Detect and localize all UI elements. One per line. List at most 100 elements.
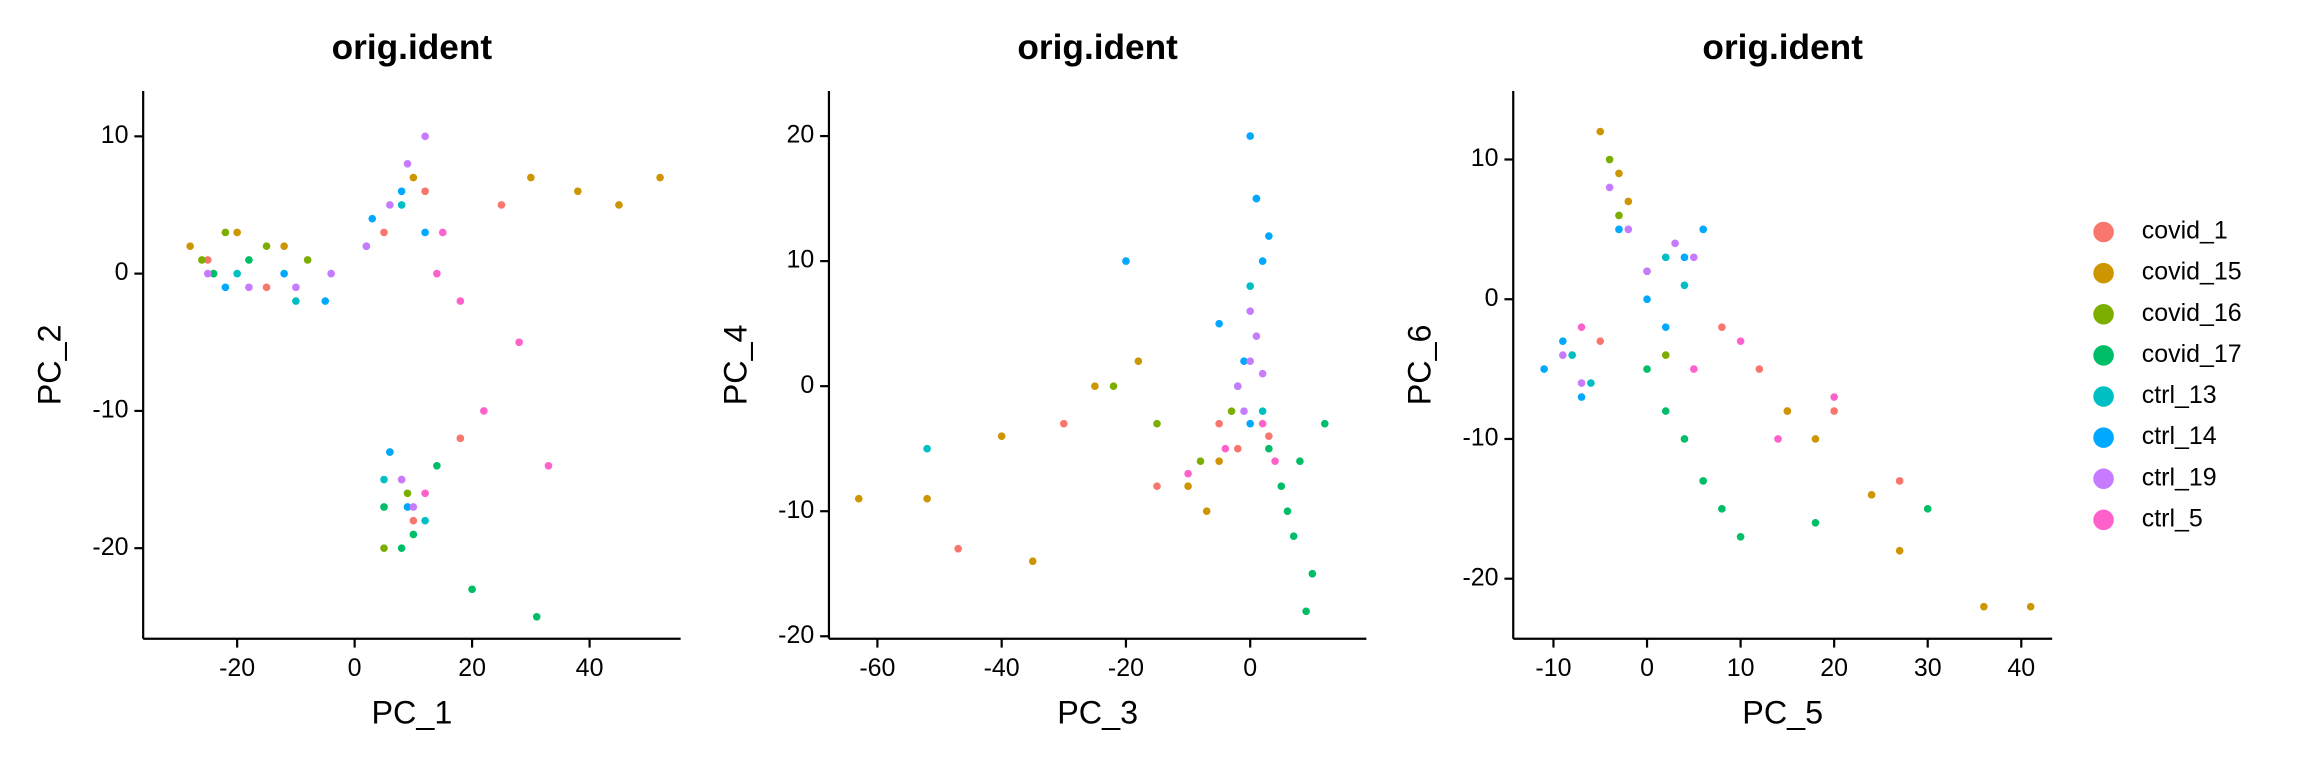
data-point [233,269,241,278]
legend-key [2093,509,2114,531]
data-point [438,228,447,237]
y-axis-label: PC_2 [32,325,68,406]
y-tick-label: 10 [786,246,814,274]
data-point [1258,257,1267,265]
legend-label: covid_1 [2142,217,2228,245]
x-tick-label: 40 [2007,654,2035,682]
data-point [1689,365,1698,373]
data-point [1755,365,1764,373]
data-point [1923,505,1932,513]
data-point [1736,337,1745,345]
data-point [386,448,394,456]
data-point [280,242,288,250]
x-tick-label: -10 [1535,654,1571,682]
data-point [1596,127,1605,136]
x-tick-label: -20 [219,654,255,682]
data-point [409,503,418,511]
data-point [1699,477,1707,485]
data-point [1246,357,1255,365]
data-point [1109,382,1118,390]
data-point [544,461,553,470]
data-point [1624,197,1633,206]
data-point [1277,482,1286,491]
data-point [1615,169,1623,178]
data-point [1308,569,1317,578]
data-point [1867,491,1876,499]
data-point [1559,337,1567,345]
data-point [1661,407,1670,415]
data-point [1587,379,1595,387]
data-point [1233,382,1242,390]
x-tick-label: 40 [576,654,604,682]
data-point [1233,444,1242,453]
data-point [245,256,253,264]
data-point [1680,435,1689,443]
data-point [421,516,429,525]
legend-label: covid_17 [2142,340,2242,368]
data-point [292,297,300,305]
data-point [262,283,271,292]
data-point [1689,253,1698,262]
data-point [1661,351,1670,359]
data-point [532,612,541,621]
legend-key [2093,262,2114,284]
data-point [380,228,388,237]
data-point [1215,457,1223,466]
data-point [1540,365,1548,373]
data-point [1605,155,1614,164]
y-tick-label: -20 [1462,563,1498,591]
data-point [1059,419,1068,428]
data-point [1895,477,1904,485]
data-point [1246,282,1255,290]
data-point [409,173,418,182]
y-tick-label: -10 [1462,424,1498,452]
y-tick-label: -10 [92,395,128,423]
data-point [397,475,406,484]
data-point [1184,482,1192,491]
data-point [221,283,230,292]
data-point [368,214,377,223]
data-point [1240,357,1248,365]
data-point [1296,457,1304,466]
data-point [1252,194,1261,203]
data-point [456,434,465,443]
data-point [1699,225,1707,234]
data-point [409,516,418,525]
data-point [1615,211,1623,220]
data-point [1615,225,1623,234]
data-point [1184,469,1192,478]
x-axis-label: PC_5 [1742,695,1823,731]
data-point [403,503,412,511]
data-point [1320,419,1329,428]
data-point [1577,323,1586,332]
data-point [386,201,394,209]
legend-label: ctrl_13 [2142,381,2217,409]
data-point [1265,444,1273,453]
legend-label: covid_15 [2142,258,2242,286]
data-point [1568,351,1577,359]
x-axis-label: PC_1 [372,695,453,731]
data-point [1680,281,1689,290]
data-point [421,132,429,141]
data-point [1671,239,1679,248]
x-tick-label: -40 [984,654,1020,682]
data-point [421,489,429,498]
legend-label: ctrl_14 [2142,422,2217,450]
data-point [1091,382,1099,390]
x-tick-label: 20 [458,654,486,682]
data-point [403,489,412,498]
data-point [1258,407,1267,415]
legend-key [2093,386,2114,407]
data-point [397,187,406,196]
data-point [1643,295,1651,304]
data-point [303,256,312,264]
data-point [854,494,863,503]
data-point [656,173,664,182]
legend-label: covid_16 [2142,299,2242,327]
data-point [433,461,441,470]
data-point [1577,393,1586,401]
chart-title: orig.ident [332,28,493,67]
data-point [1258,369,1267,378]
x-tick-label: 0 [348,654,362,682]
